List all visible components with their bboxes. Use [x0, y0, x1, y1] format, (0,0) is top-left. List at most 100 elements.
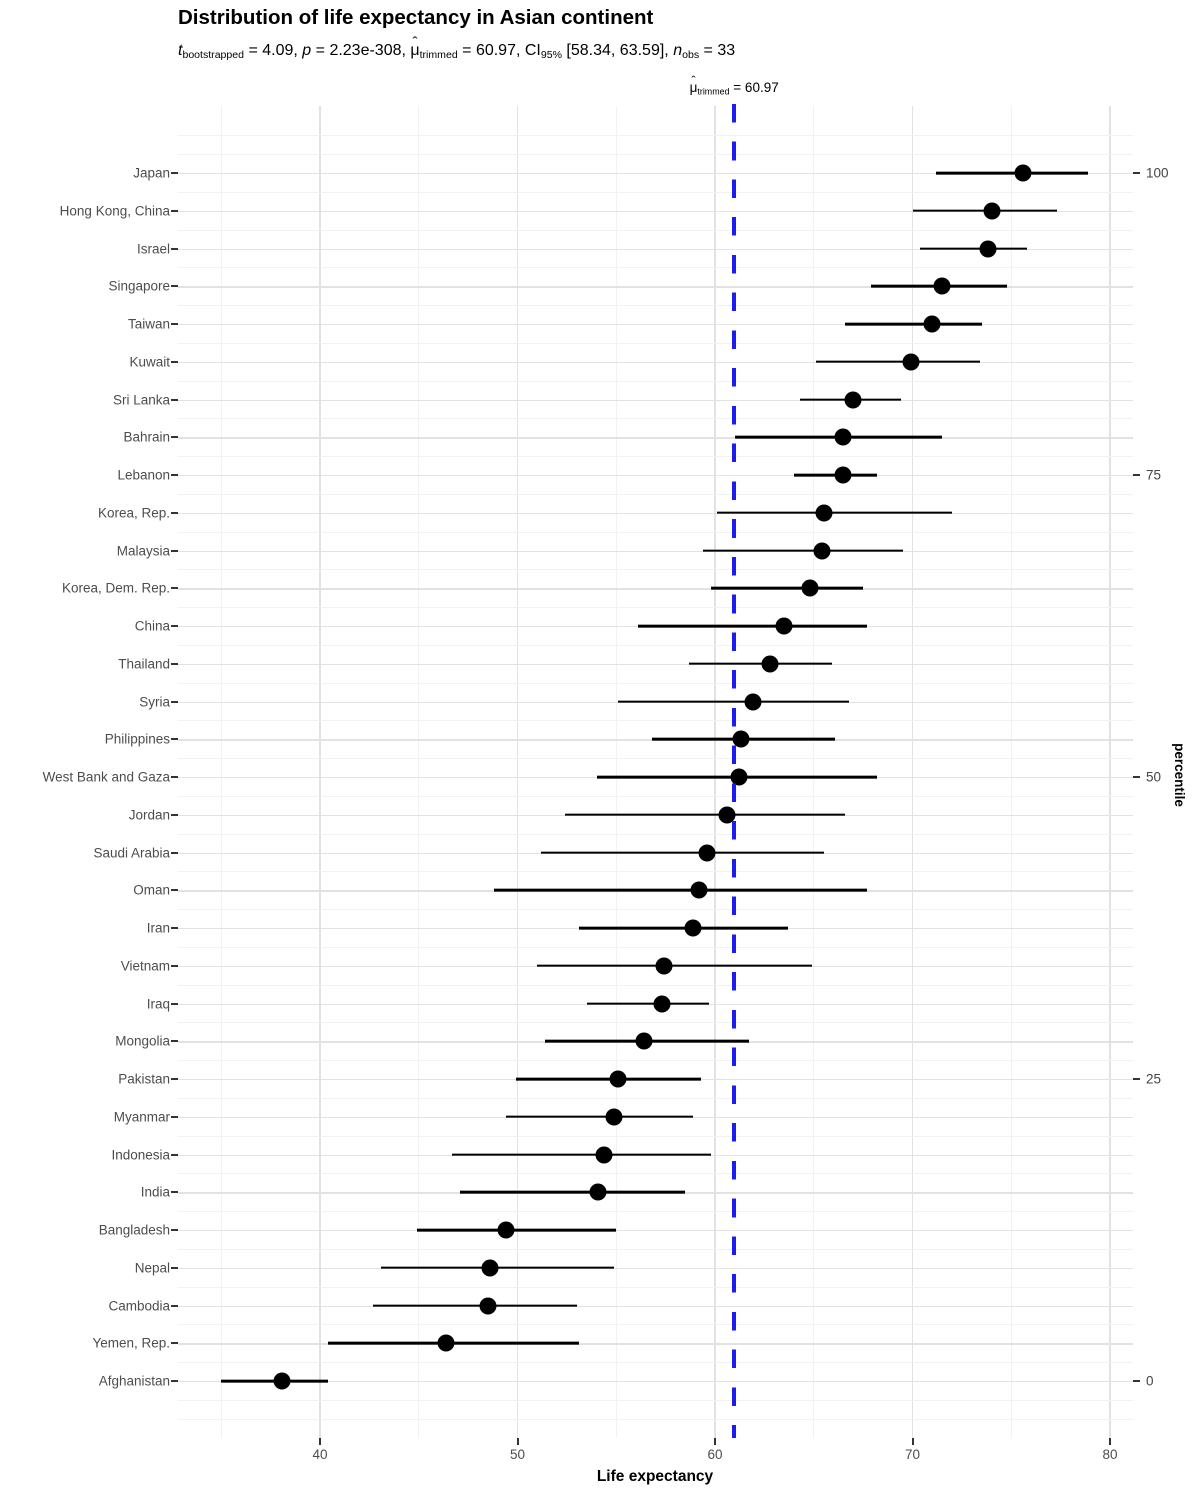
x-axis-tick-label: 40 [312, 1447, 328, 1462]
centrality-line [731, 104, 737, 1438]
y-axis-label-country: Israel [136, 241, 170, 256]
data-point [744, 693, 762, 710]
gridline-horizontal-minor [178, 795, 1133, 797]
gridline-horizontal-minor [178, 380, 1133, 382]
gridline-horizontal-major [178, 286, 1133, 288]
data-point [1014, 164, 1032, 182]
gridline-horizontal-minor [178, 267, 1133, 269]
data-point [479, 1297, 497, 1314]
ci-whisker [537, 964, 812, 968]
data-point [437, 1334, 455, 1352]
data-point [653, 995, 671, 1012]
gridline-horizontal-major [178, 475, 1133, 477]
x-axis-tick-label: 80 [1102, 1447, 1118, 1462]
gridline-horizontal-major [178, 550, 1133, 552]
data-point [635, 1032, 653, 1050]
gridline-horizontal-minor [178, 531, 1133, 533]
y-axis-tick [171, 1153, 178, 1156]
data-point [815, 504, 833, 522]
gridline-horizontal-minor [178, 154, 1133, 156]
percentile-axis-tick [1133, 172, 1140, 174]
ci-whisker [815, 360, 980, 364]
y-axis-label-country: Oman [133, 882, 170, 898]
gridline-horizontal-minor [178, 569, 1133, 571]
y-axis-tick [171, 1380, 178, 1382]
y-axis-label-country: Korea, Dem. Rep. [61, 580, 170, 596]
gridline-horizontal-major [178, 399, 1133, 401]
y-axis-tick [171, 511, 178, 514]
x-axis-tick [911, 1438, 914, 1445]
gridline-vertical-major [319, 106, 321, 1438]
y-axis-tick [171, 1304, 178, 1307]
y-axis-tick [171, 172, 178, 174]
gridline-horizontal-minor [178, 909, 1133, 911]
ci-whisker [920, 247, 1028, 250]
y-axis-label-country: Hong Kong, China [59, 203, 170, 219]
percentile-tick-label: 0 [1146, 1373, 1154, 1389]
y-axis-tick [171, 398, 178, 401]
gridline-horizontal-minor [178, 305, 1133, 307]
data-point [595, 1146, 613, 1163]
data-point [690, 881, 708, 899]
y-axis-label-country: Jordan [128, 807, 170, 823]
ci-whisker [564, 813, 846, 817]
gridline-horizontal-minor [178, 682, 1133, 684]
y-axis-label-country: Pakistan [118, 1071, 170, 1087]
ci-whisker [416, 1228, 617, 1232]
gridline-horizontal-major [178, 1381, 1133, 1383]
y-axis-label-country: Nepal [134, 1260, 170, 1276]
ci-whisker [586, 1002, 710, 1005]
ci-whisker [541, 851, 824, 854]
data-point [609, 1070, 627, 1088]
ci-whisker [703, 549, 903, 552]
data-point [813, 542, 831, 559]
gridline-horizontal-minor [178, 1418, 1133, 1420]
y-axis-tick [171, 889, 178, 892]
gridline-horizontal-major [178, 248, 1133, 250]
ci-whisker [716, 511, 952, 515]
y-axis-tick [171, 436, 178, 439]
y-axis-tick [171, 662, 178, 665]
y-axis-tick [171, 813, 178, 816]
gridline-horizontal-major [178, 437, 1133, 439]
right-axis-title: percentile [1172, 743, 1187, 807]
y-axis-label-country: Sri Lanka [112, 392, 170, 407]
gridline-horizontal-minor [178, 833, 1133, 835]
gridline-vertical-minor [220, 106, 222, 1438]
gridline-horizontal-major [178, 1230, 1133, 1232]
y-axis-label-country: Taiwan [127, 316, 170, 332]
y-axis-tick [171, 549, 178, 552]
ci-whisker [515, 1077, 702, 1081]
gridline-horizontal-minor [178, 607, 1133, 609]
y-axis-label-country: Bahrain [123, 429, 170, 445]
gridline-horizontal-major [178, 512, 1133, 515]
percentile-tick-label: 100 [1146, 165, 1169, 181]
y-axis-label-country: Philippines [104, 731, 170, 747]
y-axis-tick [171, 625, 178, 627]
gridline-vertical-minor [813, 106, 815, 1438]
gridline-vertical-major [1109, 106, 1111, 1438]
gridline-vertical-minor [418, 106, 420, 1438]
gridline-horizontal-minor [178, 135, 1133, 137]
data-point [979, 240, 997, 257]
data-point [761, 655, 779, 673]
x-axis-tick-label: 60 [707, 1447, 723, 1462]
data-point [933, 277, 951, 295]
y-axis-tick [171, 474, 178, 476]
gridline-horizontal-minor [178, 1248, 1133, 1250]
gridline-horizontal-major [178, 663, 1133, 666]
gridline-horizontal-minor [178, 946, 1133, 948]
data-point [497, 1221, 515, 1239]
gridline-horizontal-minor [178, 1022, 1133, 1024]
percentile-tick-label: 25 [1146, 1071, 1162, 1087]
y-axis-label-country: Iran [146, 920, 170, 936]
ci-whisker [493, 888, 868, 892]
ci-whisker [460, 1190, 686, 1194]
gridline-horizontal-minor [178, 1362, 1133, 1364]
gridline-horizontal-major [178, 173, 1133, 175]
ci-whisker [637, 624, 868, 628]
ci-whisker [452, 1153, 712, 1156]
gridline-horizontal-minor [178, 1211, 1133, 1213]
